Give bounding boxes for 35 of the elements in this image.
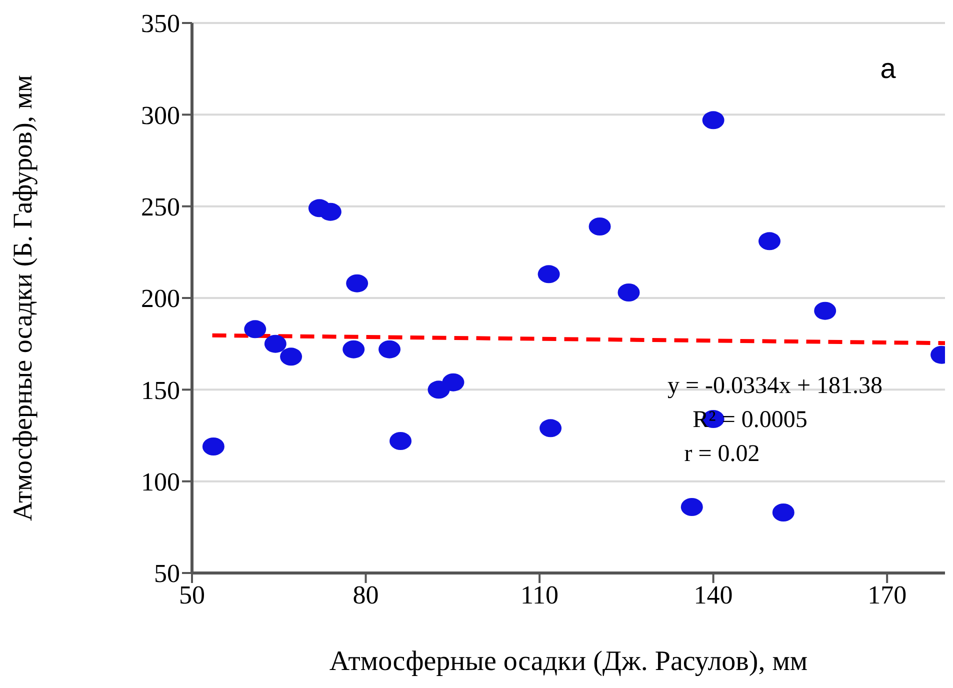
point: [680, 498, 703, 516]
point: [390, 432, 412, 450]
point: [758, 232, 780, 250]
point: [346, 274, 368, 292]
x-tick-label: 170: [868, 580, 907, 610]
y-axis-title: Атмосферные осадки (Б. Гафуров), мм: [8, 74, 38, 522]
point: [702, 111, 724, 130]
y-tick-label: 250: [141, 192, 180, 222]
x-tick-label: 110: [520, 580, 559, 610]
point: [280, 348, 302, 366]
point: [378, 340, 401, 358]
y-tick-label: 150: [141, 376, 180, 405]
annotation: y = -0.0334x + 181.38: [667, 373, 883, 399]
point: [538, 265, 560, 284]
x-tick-label: 80: [352, 580, 379, 610]
point: [264, 334, 286, 353]
y-tick-label: 350: [141, 9, 180, 38]
y-tick-label: 100: [141, 468, 180, 497]
x-tick-label: 140: [694, 580, 733, 610]
point: [588, 218, 611, 236]
annotation: a: [880, 53, 896, 84]
point: [442, 373, 464, 392]
point: [772, 504, 794, 522]
point: [342, 340, 365, 358]
x-axis-title: Атмосферные осадки (Дж. Расулов), мм: [329, 646, 808, 677]
point: [202, 438, 224, 456]
point: [540, 419, 562, 438]
point: [814, 302, 836, 320]
point: [244, 320, 266, 338]
x-tick-label: 50: [179, 580, 205, 610]
point: [618, 284, 640, 302]
y-tick-label: 300: [141, 100, 180, 130]
y-tick-label: 200: [141, 284, 180, 314]
y-tick-label: 50: [154, 559, 180, 588]
annotation: r = 0.02: [684, 441, 760, 467]
